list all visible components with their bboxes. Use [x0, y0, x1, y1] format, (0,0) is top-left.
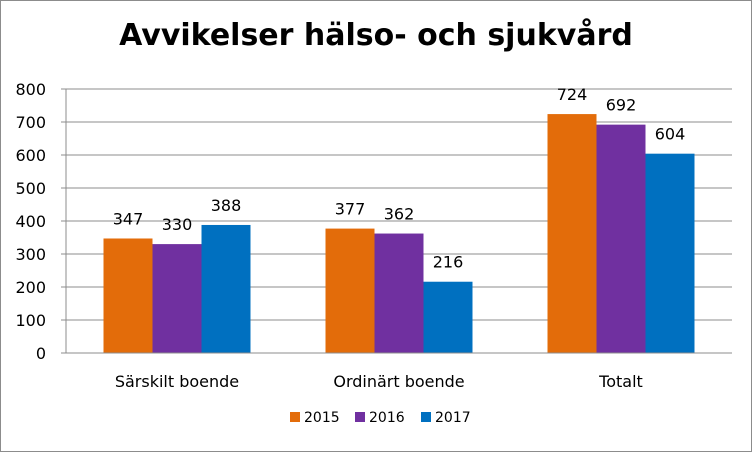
chart-title: Avvikelser hälso- och sjukvård — [119, 18, 633, 53]
data-label: 330 — [162, 215, 193, 234]
bar — [547, 114, 597, 353]
y-tick-label: 200 — [15, 278, 46, 297]
legend-label: 2015 — [304, 410, 340, 426]
data-label: 216 — [433, 253, 464, 272]
legend-swatch — [421, 412, 431, 422]
legend-swatch — [290, 412, 300, 422]
bar — [645, 153, 695, 353]
data-label: 347 — [113, 209, 144, 228]
y-tick-label: 300 — [15, 245, 46, 264]
data-label: 362 — [384, 205, 415, 224]
legend-swatch — [355, 412, 365, 422]
y-tick-label: 500 — [15, 179, 46, 198]
bar — [152, 244, 202, 353]
y-tick-label: 0 — [36, 344, 46, 363]
x-category-label: Ordinärt boende — [333, 372, 464, 391]
legend-label: 2017 — [435, 410, 471, 426]
bar — [103, 238, 153, 353]
bar — [374, 233, 424, 353]
data-label: 604 — [655, 125, 686, 144]
y-tick-label: 400 — [15, 212, 46, 231]
legend-label: 2016 — [369, 410, 405, 426]
y-tick-label: 800 — [15, 80, 46, 99]
y-tick-label: 100 — [15, 311, 46, 330]
data-label: 724 — [557, 85, 588, 104]
data-label: 377 — [335, 200, 366, 219]
bar — [423, 281, 473, 353]
data-label: 388 — [211, 196, 242, 215]
y-tick-label: 700 — [15, 113, 46, 132]
bar — [325, 228, 375, 353]
x-category-label: Totalt — [598, 372, 643, 391]
data-label: 692 — [606, 96, 637, 115]
x-category-label: Särskilt boende — [115, 372, 239, 391]
bar — [201, 224, 251, 353]
bar — [596, 124, 646, 353]
y-tick-label: 600 — [15, 146, 46, 165]
